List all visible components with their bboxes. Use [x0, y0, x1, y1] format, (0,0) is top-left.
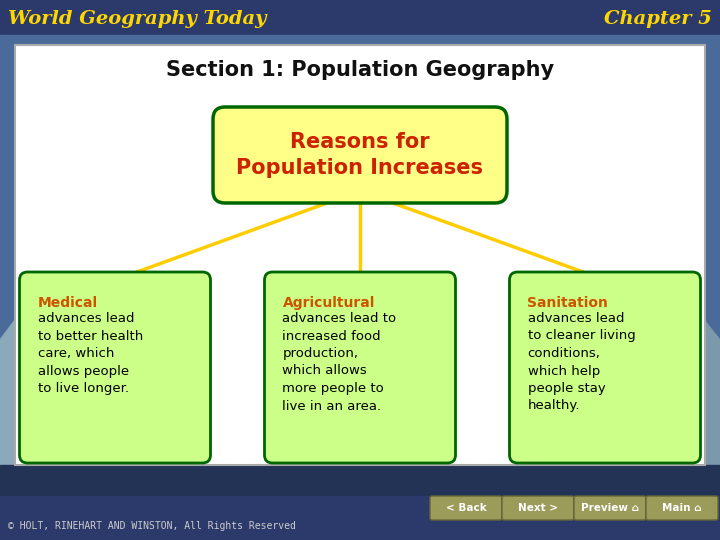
Text: advances lead
to better health
care, which
allows people
to live longer.: advances lead to better health care, whi…: [37, 312, 143, 395]
Bar: [0, 35, 720, 495]
Text: World Geography Today: World Geography Today: [8, 10, 266, 28]
Text: advances lead to
increased food
production,
which allows
more people to
live in : advances lead to increased food producti…: [282, 312, 397, 413]
FancyBboxPatch shape: [15, 45, 705, 465]
Text: Medical: Medical: [37, 296, 98, 310]
Polygon shape: [560, 280, 640, 360]
Polygon shape: [60, 230, 140, 340]
FancyBboxPatch shape: [430, 496, 502, 520]
Text: Main ⌂: Main ⌂: [662, 503, 702, 513]
Text: Sanitation: Sanitation: [528, 296, 608, 310]
FancyBboxPatch shape: [574, 496, 646, 520]
FancyBboxPatch shape: [646, 496, 718, 520]
FancyBboxPatch shape: [264, 272, 456, 463]
Text: Preview ⌂: Preview ⌂: [581, 503, 639, 513]
Text: < Back: < Back: [446, 503, 487, 513]
Text: Population Increases: Population Increases: [236, 158, 484, 178]
Text: Section 1: Population Geography: Section 1: Population Geography: [166, 60, 554, 80]
Text: advances lead
to cleaner living
conditions,
which help
people stay
healthy.: advances lead to cleaner living conditio…: [528, 312, 635, 413]
Bar: [0, 496, 720, 540]
FancyBboxPatch shape: [19, 272, 210, 463]
FancyBboxPatch shape: [502, 496, 574, 520]
Bar: [0, 465, 720, 495]
Text: Chapter 5: Chapter 5: [604, 10, 712, 28]
Bar: [0, 0, 720, 38]
Text: © HOLT, RINEHART AND WINSTON, All Rights Reserved: © HOLT, RINEHART AND WINSTON, All Rights…: [8, 521, 296, 531]
Text: Agricultural: Agricultural: [282, 296, 375, 310]
FancyBboxPatch shape: [510, 272, 701, 463]
Polygon shape: [380, 290, 720, 495]
Text: Next >: Next >: [518, 503, 558, 513]
FancyBboxPatch shape: [213, 107, 507, 203]
Polygon shape: [0, 260, 380, 495]
Text: Reasons for: Reasons for: [290, 132, 430, 152]
